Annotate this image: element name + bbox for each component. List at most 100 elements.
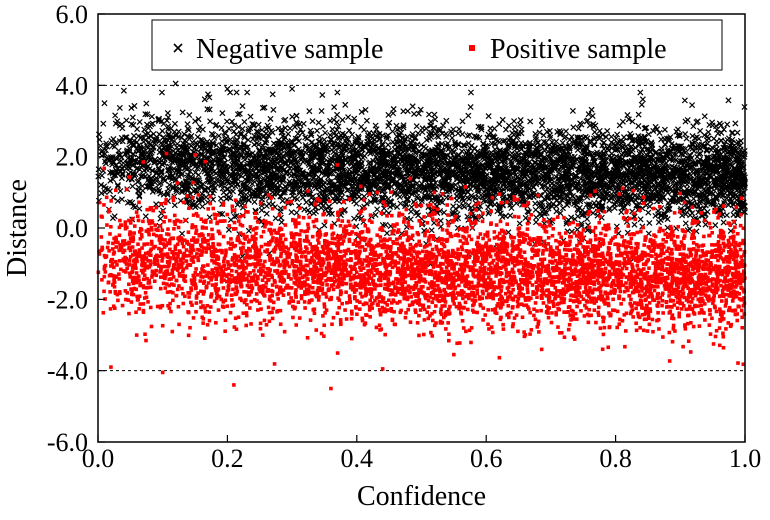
negative-sample-point: [116, 104, 123, 111]
negative-sample-point: [516, 220, 523, 227]
negative-sample-point: [129, 183, 136, 190]
negative-sample-point: [555, 156, 562, 163]
negative-sample-point: [100, 120, 107, 127]
negative-sample-point: [130, 132, 137, 139]
negative-sample-point: [413, 123, 420, 130]
negative-sample-point: [588, 106, 595, 113]
negative-sample-point: [211, 134, 218, 141]
negative-sample-point: [724, 121, 731, 128]
negative-sample-point: [584, 215, 591, 222]
negative-sample-point: [511, 118, 518, 125]
negative-sample-point: [624, 112, 631, 119]
negative-sample-point: [594, 162, 601, 169]
data-points: [95, 80, 749, 391]
negative-sample-point: [732, 120, 739, 127]
negative-sample-point: [129, 114, 136, 121]
negative-sample-point: [374, 206, 381, 213]
negative-sample-point: [625, 116, 632, 123]
negative-sample-point: [255, 121, 262, 128]
negative-sample-point: [702, 221, 709, 228]
negative-sample-point: [407, 208, 415, 215]
negative-sample-point: [720, 219, 727, 226]
negative-sample-point: [225, 226, 232, 233]
negative-sample-point: [734, 129, 741, 136]
negative-sample-point: [695, 135, 702, 142]
negative-sample-point: [505, 122, 512, 129]
negative-sample-point: [532, 219, 540, 226]
negative-sample-point: [293, 112, 300, 119]
negative-sample-point: [527, 118, 534, 125]
negative-sample-point: [218, 124, 225, 131]
negative-sample-point: [538, 117, 546, 124]
negative-sample-point: [443, 133, 450, 140]
negative-sample-point: [635, 111, 642, 118]
negative-sample-point: [156, 131, 163, 138]
negative-sample-point: [231, 122, 238, 129]
negative-sample-point: [701, 113, 708, 120]
negative-sample-point: [491, 125, 498, 132]
negative-sample-point: [372, 122, 379, 129]
negative-sample-point: [713, 141, 720, 148]
negative-sample-point: [128, 104, 135, 111]
negative-sample-point: [390, 156, 397, 163]
negative-sample-point: [308, 132, 315, 139]
negative-sample-point: [508, 160, 515, 167]
negative-sample-point: [639, 96, 646, 103]
negative-sample-point: [385, 111, 392, 118]
negative-sample-point: [491, 201, 498, 208]
negative-sample-point: [268, 127, 275, 134]
negative-sample-point: [118, 161, 125, 168]
negative-sample-point: [346, 127, 353, 134]
negative-sample-point: [356, 193, 363, 200]
negative-sample-point: [233, 131, 240, 138]
negative-sample-point: [425, 111, 433, 118]
negative-sample-point: [330, 148, 337, 155]
negative-sample-point: [207, 118, 214, 125]
negative-sample-point: [499, 116, 506, 123]
negative-sample-point: [206, 214, 213, 221]
negative-sample-point: [542, 188, 549, 195]
negative-sample-point: [228, 139, 235, 146]
negative-sample-point: [443, 194, 450, 201]
negative-sample-point: [98, 172, 105, 179]
negative-sample-point: [130, 170, 137, 178]
negative-sample-point: [278, 219, 285, 226]
negative-sample-point: [538, 122, 546, 129]
negative-sample-point: [111, 213, 118, 220]
negative-sample-point: [710, 135, 717, 142]
negative-sample-point: [532, 200, 539, 207]
negative-sample-point: [195, 171, 202, 178]
negative-sample-point: [590, 209, 597, 217]
negative-sample-point: [635, 123, 642, 130]
negative-sample-point: [456, 203, 463, 210]
negative-sample-point: [316, 134, 323, 141]
negative-sample-point: [239, 103, 246, 110]
negative-sample-point: [289, 113, 296, 120]
negative-sample-point: [682, 131, 689, 138]
negative-sample-point: [608, 133, 615, 140]
negative-sample-point: [459, 118, 466, 125]
negative-sample-point: [212, 122, 219, 129]
negative-sample-point: [179, 109, 186, 116]
negative-sample-point: [319, 91, 326, 99]
negative-sample-point: [143, 100, 150, 107]
negative-sample-point: [658, 136, 665, 143]
negative-sample-point: [363, 117, 370, 124]
negative-sample-point: [712, 222, 719, 229]
negative-sample-point: [233, 89, 240, 96]
negative-sample-point: [544, 144, 551, 151]
negative-sample-point: [449, 134, 456, 142]
negative-sample-point: [661, 126, 668, 133]
negative-sample-point: [112, 112, 119, 119]
negative-sample-point: [303, 199, 310, 206]
negative-sample-point: [259, 104, 266, 111]
negative-sample-point: [536, 129, 543, 136]
negative-sample-point: [309, 118, 316, 125]
negative-sample-point: [668, 140, 675, 148]
negative-sample-point: [294, 130, 301, 137]
negative-sample-point: [619, 118, 626, 125]
negative-sample-point: [681, 97, 688, 104]
negative-sample-point: [559, 139, 566, 146]
negative-sample-point: [507, 212, 514, 219]
